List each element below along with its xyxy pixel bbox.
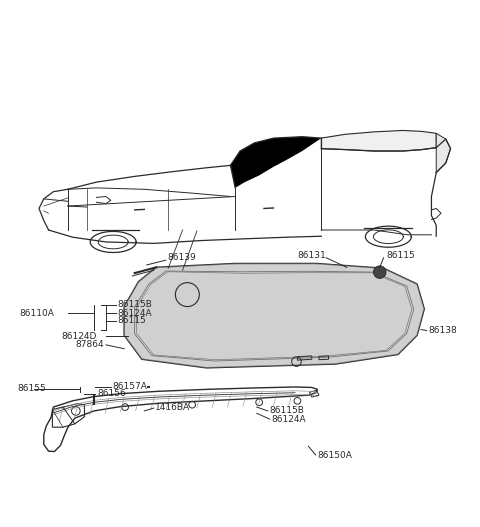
Text: 87864: 87864	[75, 340, 104, 349]
Text: 86115: 86115	[386, 251, 415, 260]
Text: 86156: 86156	[97, 389, 126, 398]
Text: 86138: 86138	[428, 326, 457, 335]
Text: 86115B: 86115B	[270, 406, 304, 415]
Text: 86110A: 86110A	[20, 309, 55, 318]
Circle shape	[373, 266, 386, 278]
Text: 86115: 86115	[117, 316, 146, 326]
Polygon shape	[230, 136, 322, 188]
Polygon shape	[436, 133, 451, 172]
Text: 86139: 86139	[167, 253, 196, 262]
Text: 86150A: 86150A	[317, 452, 352, 461]
Text: 86157A: 86157A	[113, 382, 147, 391]
Text: 1416BA: 1416BA	[156, 403, 191, 412]
Text: 86124A: 86124A	[117, 309, 152, 318]
PathPatch shape	[124, 264, 424, 368]
Text: 86115B: 86115B	[117, 300, 152, 309]
Text: 86124D: 86124D	[61, 332, 96, 341]
Text: 86131: 86131	[298, 251, 326, 260]
Text: 86155: 86155	[17, 384, 46, 393]
Text: 86124A: 86124A	[272, 415, 306, 424]
Polygon shape	[322, 131, 436, 151]
